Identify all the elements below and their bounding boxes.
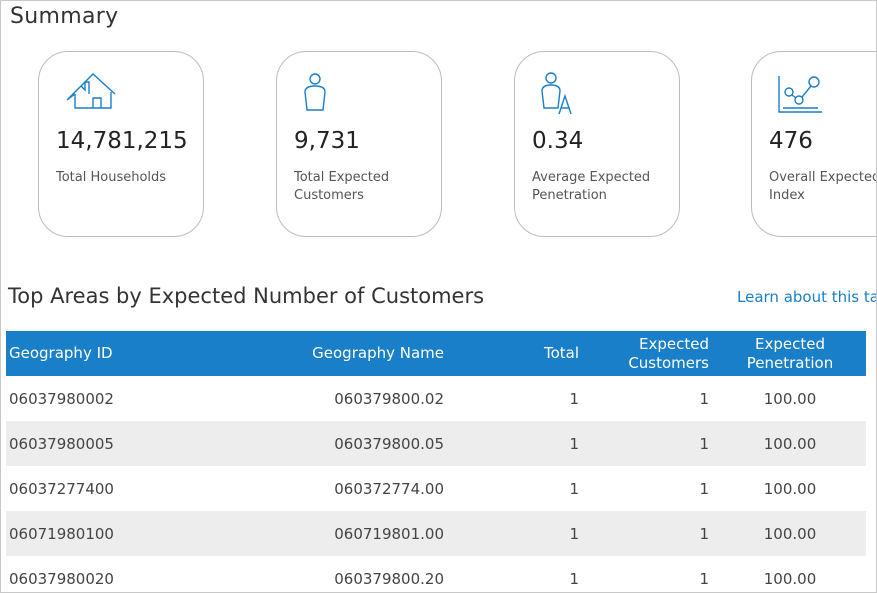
table-body: 06037980002 060379800.02 1 1 100.00 060379800… xyxy=(6,376,866,592)
column-header[interactable]: Geography ID xyxy=(6,331,201,376)
column-header[interactable]: Expected Penetration xyxy=(714,331,866,376)
house-icon xyxy=(66,73,116,109)
table-cell: 060379800.05 xyxy=(201,421,449,466)
table-cell: 060372774.00 xyxy=(334,479,444,498)
section-title: Top Areas by Expected Number of Customer… xyxy=(8,284,485,308)
table-cell: 100.00 xyxy=(714,511,866,556)
card: 9,731 Total Expected Customers xyxy=(276,51,442,237)
card: 476 Overall Expected Index xyxy=(751,51,877,237)
table-cell: 100.00 xyxy=(714,421,866,466)
table-cell: 06037980020 xyxy=(9,569,114,588)
column-header[interactable]: Expected Customers xyxy=(584,331,714,376)
card: 14,781,215 Total Households xyxy=(38,51,204,237)
table-cell: 1 xyxy=(699,389,709,408)
table-cell: 1 xyxy=(569,569,579,588)
card-value: 9,731 xyxy=(294,128,360,154)
table-row: 06037277400 060372774.00 1 1 100.00 xyxy=(6,466,866,511)
table-cell: 1 xyxy=(449,511,584,556)
table-cell: 06037980002 xyxy=(9,389,114,408)
column-header[interactable]: Geography Name xyxy=(201,331,449,376)
card-label: Total Households xyxy=(56,170,167,185)
card-label: Total Expected Customers xyxy=(294,170,390,203)
summary-title: Summary xyxy=(10,4,119,29)
card-value: 476 xyxy=(769,128,813,154)
table-cell: 1 xyxy=(699,569,709,588)
column-header[interactable]: Total xyxy=(449,331,584,376)
card-value: 0.34 xyxy=(532,128,584,154)
table-cell: 1 xyxy=(584,421,714,466)
card-label: Overall Expected Index xyxy=(769,170,877,203)
table-row: 06071980100 060719801.00 1 1 100.00 xyxy=(6,511,866,556)
table-cell: 100.00 xyxy=(763,479,817,498)
person-a-icon xyxy=(541,72,572,115)
table-cell: 060719801.00 xyxy=(201,511,449,556)
table-cell: 1 xyxy=(699,479,709,498)
table-cell: 06071980100 xyxy=(6,511,201,556)
table-cell: 1 xyxy=(584,511,714,556)
table-row: 06037980005 060379800.05 1 1 100.00 xyxy=(6,421,866,466)
table-cell: 060379800.02 xyxy=(334,389,444,408)
person-icon xyxy=(304,73,326,111)
table-row: 06037980020 060379800.20 1 1 100.00 xyxy=(6,556,866,592)
table-cell: 1 xyxy=(569,389,579,408)
table-cell: 100.00 xyxy=(763,569,817,588)
areas-table: Geography ID Geography Name Total Expected … xyxy=(6,331,866,592)
table-cell: 100.00 xyxy=(763,389,817,408)
card-value: 14,781,215 xyxy=(56,128,188,154)
table-cell: 060379800.20 xyxy=(334,569,444,588)
table-cell: 06037980005 xyxy=(6,421,201,466)
table-row: 06037980002 060379800.02 1 1 100.00 xyxy=(6,376,866,421)
header-row: Geography ID Geography Name Total Expected … xyxy=(6,331,866,376)
table-cell: 1 xyxy=(569,479,579,498)
table-cell: 1 xyxy=(449,421,584,466)
chart-icon xyxy=(778,76,822,113)
learn-link[interactable]: Learn about this table xyxy=(737,288,876,306)
card: 0.34 Average Expected Penetration xyxy=(514,51,680,237)
table-cell: 06037277400 xyxy=(9,479,114,498)
card-label: Average Expected Penetration xyxy=(532,170,651,203)
